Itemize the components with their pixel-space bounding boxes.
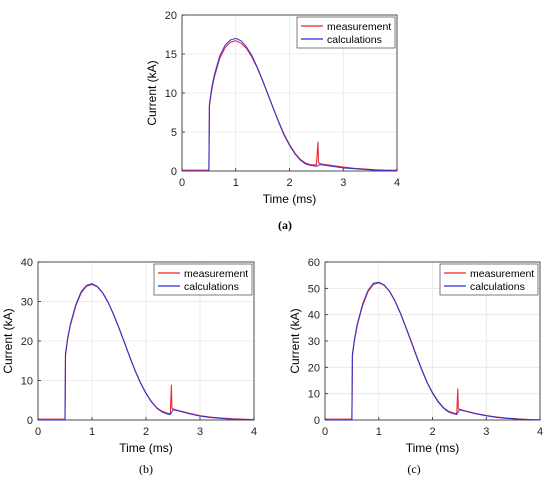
x-axis-label-a: Time (ms) — [263, 192, 317, 206]
x-tick-label-b-3: 3 — [197, 426, 203, 438]
legend-label-c-0: measurement — [470, 268, 534, 280]
y-tick-label-c-0: 0 — [314, 415, 320, 427]
legend-box-a — [296, 16, 396, 49]
y-tick-label-b-1: 10 — [21, 376, 33, 388]
x-tick-label-a-2: 2 — [286, 177, 292, 189]
y-tick-label-b-3: 30 — [21, 297, 33, 309]
y-tick-label-a-2: 10 — [165, 88, 177, 100]
x-tick-label-b-4: 4 — [251, 426, 257, 438]
y-axis-label-b: Current (kA) — [1, 308, 15, 373]
x-axis-label-c: Time (ms) — [406, 441, 460, 455]
y-tick-label-b-4: 40 — [21, 257, 33, 269]
series-line-b-calculations — [38, 283, 255, 421]
x-tick-label-c-3: 3 — [483, 426, 489, 438]
caption-b: (b) — [139, 462, 153, 476]
legend-box-c — [439, 263, 539, 296]
y-tick-label-c-1: 10 — [308, 389, 320, 401]
caption-c: (c) — [407, 462, 421, 476]
y-tick-label-a-1: 5 — [171, 127, 177, 139]
x-tick-label-a-1: 1 — [233, 177, 239, 189]
legend-label-a-0: measurement — [327, 21, 391, 33]
series-line-a-calculations — [182, 37, 398, 172]
chart-a-svg: 0 1 2 3 4 0 5 10 15 20 Time (ms) Current (kA) measur… — [145, 10, 400, 206]
x-tick-label-c-2: 2 — [429, 426, 435, 438]
chart-panel-c: 0 1 2 3 4 0 10 20 30 40 50 60 Time (ms) Current (kA) m… — [275, 245, 550, 482]
y-axis-label-c: Current (kA) — [288, 308, 302, 373]
y-tick-label-a-4: 20 — [165, 10, 177, 22]
x-tick-label-c-0: 0 — [322, 426, 328, 438]
legend-label-c-1: calculations — [470, 281, 525, 293]
y-tick-label-a-3: 15 — [165, 49, 177, 61]
y-tick-label-c-3: 30 — [308, 336, 320, 348]
caption-a: (a) — [278, 218, 292, 232]
y-tick-label-c-2: 20 — [308, 362, 320, 374]
y-tick-label-b-0: 0 — [27, 415, 33, 427]
x-tick-label-a-0: 0 — [179, 177, 185, 189]
chart-panel-b: 0 1 2 3 4 0 10 20 30 40 Time (ms) Current (kA) measu… — [0, 245, 275, 482]
x-axis-label-b: Time (ms) — [119, 441, 173, 455]
x-tick-label-a-4: 4 — [394, 177, 400, 189]
y-tick-label-c-4: 40 — [308, 310, 320, 322]
series-line-c-calculations — [325, 281, 541, 421]
y-tick-label-a-0: 0 — [171, 166, 177, 178]
legend-label-a-1: calculations — [327, 34, 382, 46]
legend-box-b — [153, 263, 253, 296]
x-tick-label-b-2: 2 — [143, 426, 149, 438]
x-tick-label-b-0: 0 — [35, 426, 41, 438]
y-tick-label-c-5: 50 — [308, 283, 320, 295]
legend-label-b-1: calculations — [184, 281, 239, 293]
x-tick-label-b-1: 1 — [89, 426, 95, 438]
y-axis-label-a: Current (kA) — [145, 60, 159, 125]
chart-panel-a: 0 1 2 3 4 0 5 10 15 20 Time (ms) Current (kA) measur… — [0, 0, 550, 240]
x-tick-label-c-4: 4 — [537, 426, 543, 438]
legend-label-b-0: measurement — [184, 268, 248, 280]
x-tick-label-a-3: 3 — [340, 177, 346, 189]
x-tick-label-c-1: 1 — [376, 426, 382, 438]
y-tick-label-b-2: 20 — [21, 336, 33, 348]
y-tick-label-c-6: 60 — [308, 257, 320, 269]
